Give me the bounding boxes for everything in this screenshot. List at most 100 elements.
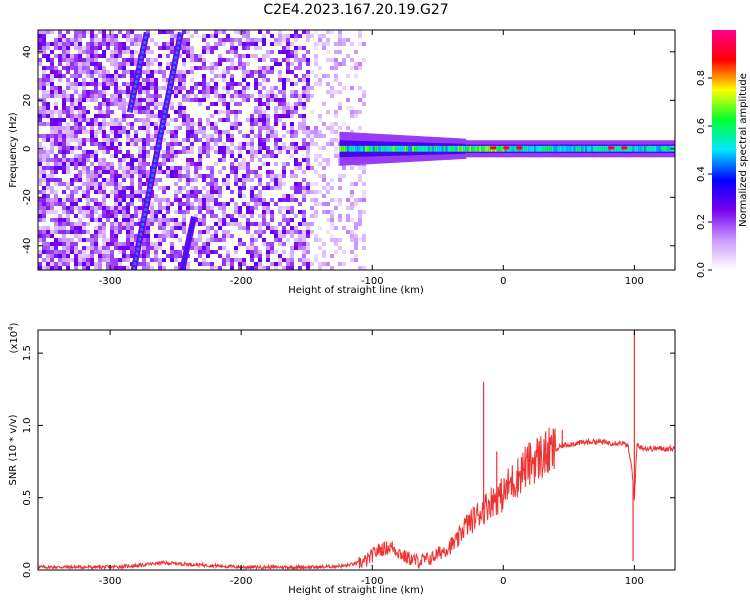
heatmap-cell: [186, 126, 190, 130]
heatmap-cell: [146, 130, 150, 134]
heatmap-band: [351, 145, 355, 152]
heatmap-cell: [186, 134, 190, 138]
heatmap-cell: [202, 142, 206, 146]
heatmap-cell: [334, 114, 338, 118]
heatmap-cell: [314, 202, 318, 206]
heatmap-band: [418, 145, 422, 152]
heatmap-cell: [50, 206, 54, 210]
heatmap-cell: [114, 42, 118, 46]
heatmap-cell: [290, 42, 294, 46]
heatmap-cell: [198, 238, 202, 242]
heatmap-cell: [302, 78, 306, 82]
heatmap-cell: [54, 54, 58, 58]
heatmap-band: [571, 145, 575, 152]
heatmap-cell: [134, 134, 138, 138]
heatmap-cell: [54, 46, 58, 50]
heatmap-cell: [206, 154, 210, 158]
heatmap-cell: [166, 150, 170, 154]
heatmap-cell: [158, 46, 162, 50]
heatmap-cell: [266, 126, 270, 130]
heatmap-cell: [62, 158, 66, 162]
heatmap-cell: [246, 70, 250, 74]
heatmap-cell: [182, 114, 186, 118]
heatmap-cell: [70, 202, 74, 206]
heatmap-cell: [186, 170, 190, 174]
heatmap-cell: [50, 110, 54, 114]
heatmap-cell: [42, 98, 46, 102]
heatmap-cell: [54, 42, 58, 46]
heatmap-cell: [62, 50, 66, 54]
heatmap-cell: [250, 266, 254, 270]
heatmap-cell: [74, 130, 78, 134]
heatmap-cell: [146, 118, 150, 122]
heatmap-cell: [82, 70, 86, 74]
heatmap-cell: [326, 230, 330, 234]
heatmap-cell: [186, 178, 190, 182]
heatmap-cell: [126, 222, 130, 226]
heatmap-cell: [230, 134, 234, 138]
heatmap-cell: [302, 230, 306, 234]
heatmap-cell: [162, 214, 166, 218]
heatmap-cell: [82, 50, 86, 54]
heatmap-cell: [82, 154, 86, 158]
heatmap-cell: [226, 86, 230, 90]
heatmap-cell: [222, 150, 226, 154]
heatmap-cell: [246, 162, 250, 166]
heatmap-cell: [154, 258, 158, 262]
heatmap-cell: [258, 114, 262, 118]
heatmap-cell: [246, 226, 250, 230]
heatmap-cell: [194, 242, 198, 246]
heatmap-cell: [266, 114, 270, 118]
heatmap-cell: [90, 206, 94, 210]
heatmap-cell: [38, 202, 42, 206]
heatmap-cell: [78, 254, 82, 258]
heatmap-cell: [178, 54, 182, 58]
heatmap-cell: [286, 150, 290, 154]
snr-x-ticks: -300 -200 -100 0 100: [99, 330, 644, 587]
heatmap-cell: [98, 166, 102, 170]
heatmap-cell: [62, 258, 66, 262]
heatmap-cell: [90, 130, 94, 134]
heatmap-cell: [54, 154, 58, 158]
heatmap-cell: [82, 250, 86, 254]
heatmap-cell: [358, 34, 362, 38]
heatmap-cell: [90, 262, 94, 266]
heatmap-cell: [270, 86, 274, 90]
heatmap-cell: [362, 42, 366, 46]
heatmap-band: [646, 145, 650, 152]
heatmap-cell: [94, 78, 98, 82]
heatmap-cell: [346, 38, 350, 42]
heatmap-cell: [250, 198, 254, 202]
heatmap-cell: [62, 130, 66, 134]
heatmap-band: [435, 145, 439, 152]
heatmap-cell: [206, 226, 210, 230]
heatmap-cell: [62, 262, 66, 266]
heatmap-cell: [358, 198, 362, 202]
heatmap-cell: [122, 34, 126, 38]
heatmap-cell: [330, 66, 334, 70]
heatmap-cell: [234, 50, 238, 54]
heatmap-cell: [298, 146, 302, 150]
heatmap-cell: [274, 162, 278, 166]
heatmap-band: [471, 145, 475, 152]
heatmap-cell: [70, 42, 74, 46]
heatmap-band: [357, 145, 361, 152]
heatmap-cell: [62, 222, 66, 226]
heatmap-cell: [138, 42, 142, 46]
heatmap-cell: [230, 82, 234, 86]
heatmap-cell: [122, 250, 126, 254]
heatmap-cell: [50, 138, 54, 142]
heatmap-cell: [222, 178, 226, 182]
heatmap-cell: [334, 62, 338, 66]
heatmap-cell: [130, 38, 134, 42]
heatmap-cell: [298, 62, 302, 66]
heatmap-cell: [62, 146, 66, 150]
heatmap-cell: [190, 158, 194, 162]
heatmap-cell: [258, 38, 262, 42]
heatmap-cell: [350, 58, 354, 62]
heatmap-cell: [178, 90, 182, 94]
heatmap-cell: [114, 178, 118, 182]
heatmap-cell: [206, 134, 210, 138]
heatmap-cell: [214, 214, 218, 218]
heatmap-cell: [306, 242, 310, 246]
